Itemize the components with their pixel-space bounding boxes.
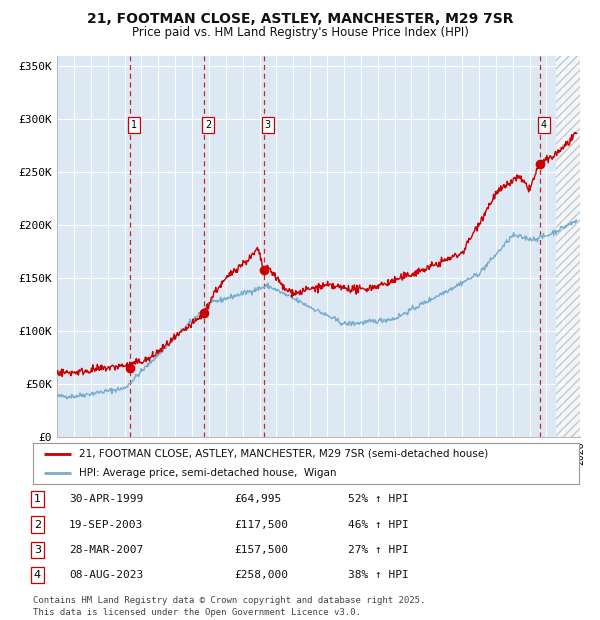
Bar [556,56,580,437]
Text: HPI: Average price, semi-detached house,  Wigan: HPI: Average price, semi-detached house,… [79,467,337,477]
Text: 46% ↑ HPI: 46% ↑ HPI [348,520,409,529]
Text: 4: 4 [34,570,41,580]
Text: 21, FOOTMAN CLOSE, ASTLEY, MANCHESTER, M29 7SR: 21, FOOTMAN CLOSE, ASTLEY, MANCHESTER, M… [87,12,513,27]
Text: 4: 4 [541,120,547,130]
Text: 27% ↑ HPI: 27% ↑ HPI [348,545,409,555]
Text: £258,000: £258,000 [234,570,288,580]
Text: 52% ↑ HPI: 52% ↑ HPI [348,494,409,504]
Text: 08-AUG-2023: 08-AUG-2023 [69,570,143,580]
Text: 38% ↑ HPI: 38% ↑ HPI [348,570,409,580]
Text: 2: 2 [34,520,41,529]
Text: 19-SEP-2003: 19-SEP-2003 [69,520,143,529]
Text: 3: 3 [265,120,271,130]
Text: £117,500: £117,500 [234,520,288,529]
Text: 3: 3 [34,545,41,555]
Text: 1: 1 [34,494,41,504]
Text: 2: 2 [205,120,212,130]
Text: Contains HM Land Registry data © Crown copyright and database right 2025.
This d: Contains HM Land Registry data © Crown c… [33,596,425,617]
Text: £157,500: £157,500 [234,545,288,555]
Text: 1: 1 [131,120,137,130]
Text: £64,995: £64,995 [234,494,281,504]
Text: Price paid vs. HM Land Registry's House Price Index (HPI): Price paid vs. HM Land Registry's House … [131,26,469,39]
Text: 21, FOOTMAN CLOSE, ASTLEY, MANCHESTER, M29 7SR (semi-detached house): 21, FOOTMAN CLOSE, ASTLEY, MANCHESTER, M… [79,449,488,459]
Text: 28-MAR-2007: 28-MAR-2007 [69,545,143,555]
Text: 30-APR-1999: 30-APR-1999 [69,494,143,504]
